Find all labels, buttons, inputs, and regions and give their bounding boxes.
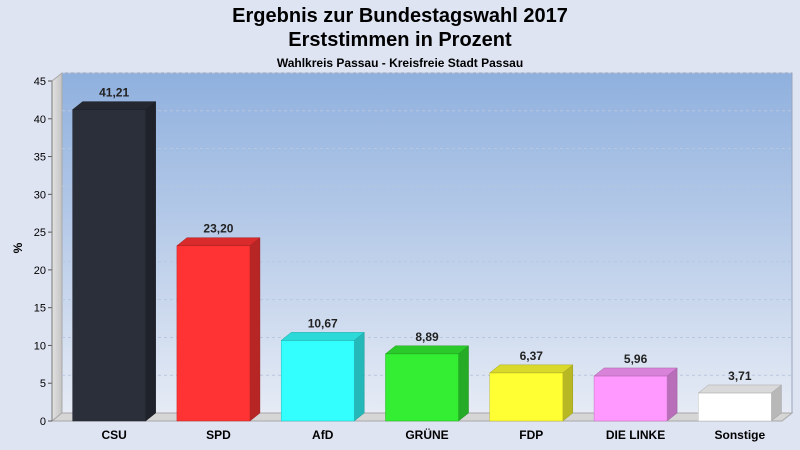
bar-side: [145, 101, 156, 422]
bar: [176, 245, 251, 422]
y-tick-label: 20: [34, 265, 46, 277]
bar-top: [697, 384, 783, 394]
bar: [698, 392, 772, 422]
bar-top: [176, 237, 261, 246]
data-label: 3,71: [728, 369, 752, 383]
y-tick-label: 40: [34, 114, 46, 126]
bar-top: [71, 101, 157, 110]
bar: [72, 109, 146, 422]
data-label: 8,89: [415, 330, 439, 344]
y-tick-label: 25: [34, 227, 46, 239]
bar-side: [249, 237, 261, 422]
y-tick-label: 0: [40, 416, 46, 428]
x-tick-label: AfD: [312, 428, 334, 442]
data-label: 41,21: [99, 86, 129, 100]
chart-title: Ergebnis zur Bundestagswahl 2017: [232, 5, 568, 27]
bar: [385, 353, 459, 422]
x-tick-label: CSU: [101, 428, 126, 442]
x-tick-label: Sonstige: [715, 428, 766, 442]
plot-side-wall: [51, 71, 63, 423]
bar-top: [280, 332, 365, 341]
chart-title-block: Ergebnis zur Bundestagswahl 2017 Erststi…: [0, 4, 800, 70]
bar-side: [353, 331, 365, 422]
y-axis-label: %: [11, 242, 25, 253]
bar: [489, 372, 564, 422]
y-tick-label: 30: [34, 189, 46, 201]
x-tick-label: GRÜNE: [405, 427, 448, 442]
bar: [280, 340, 355, 422]
x-tick-label: DIE LINKE: [606, 428, 665, 442]
y-tick-label: 10: [34, 340, 46, 352]
y-tick-label: 45: [34, 76, 46, 88]
x-tick-label: SPD: [206, 428, 231, 442]
bar-top: [384, 345, 470, 355]
data-label: 23,20: [203, 222, 233, 236]
y-tick-label: 15: [34, 303, 46, 315]
data-label: 6,37: [520, 349, 544, 363]
bar-side: [562, 364, 574, 422]
y-tick-label: 5: [40, 378, 46, 390]
bar-side: [666, 367, 678, 422]
bar-top: [593, 367, 678, 377]
y-tick-label: 35: [34, 152, 46, 164]
bar-top: [489, 364, 574, 374]
x-tick-label: FDP: [519, 428, 543, 442]
bar-side: [458, 345, 469, 422]
data-label: 5,96: [624, 352, 648, 366]
data-label: 10,67: [308, 316, 338, 330]
bar: [593, 375, 668, 422]
chart-subtitle: Wahlkreis Passau - Kreisfreie Stadt Pass…: [276, 56, 524, 70]
chart-title-line-2: Erststimmen in Prozent: [288, 29, 512, 51]
